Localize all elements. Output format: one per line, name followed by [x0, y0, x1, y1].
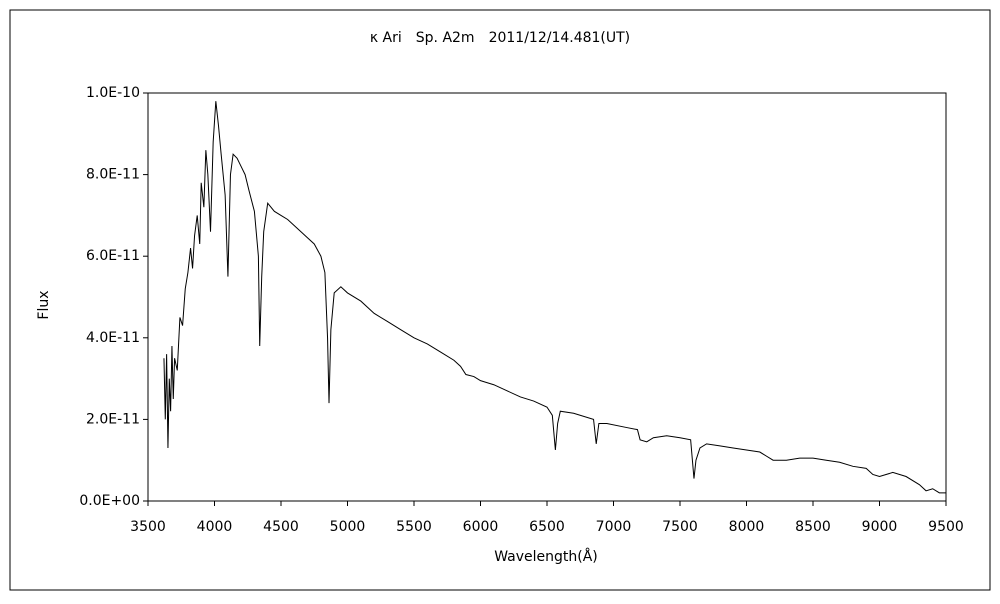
x-tick-label: 6000 [463, 519, 499, 535]
x-tick-label: 5000 [330, 519, 366, 535]
y-tick-label: 2.0E-11 [86, 411, 140, 427]
x-tick-label: 8500 [795, 519, 831, 535]
x-tick-label: 7000 [596, 519, 632, 535]
chart-frame [9, 9, 991, 591]
x-tick-label: 7500 [662, 519, 698, 535]
spectrum-line [163, 101, 946, 494]
y-axis-label: Flux [36, 290, 52, 319]
x-tick-label: 6500 [529, 519, 565, 535]
y-tick-label: 1.0E-10 [86, 85, 140, 101]
x-tick-label: 4500 [263, 519, 299, 535]
x-axis-label: Wavelength(Å) [494, 548, 598, 565]
x-tick-label: 8000 [729, 519, 765, 535]
y-tick-label: 0.0E+00 [79, 493, 140, 509]
x-tick-label: 9500 [928, 519, 964, 535]
x-tick-label: 5500 [396, 519, 432, 535]
x-tick-label: 4000 [197, 519, 233, 535]
y-tick-label: 6.0E-11 [86, 248, 140, 264]
chart-title: κ Ari Sp. A2m 2011/12/14.481(UT) [370, 30, 630, 46]
x-tick-label: 9000 [862, 519, 898, 535]
y-tick-label: 4.0E-11 [86, 330, 140, 346]
y-tick-label: 8.0E-11 [86, 167, 140, 183]
x-tick-label: 3500 [130, 519, 166, 535]
